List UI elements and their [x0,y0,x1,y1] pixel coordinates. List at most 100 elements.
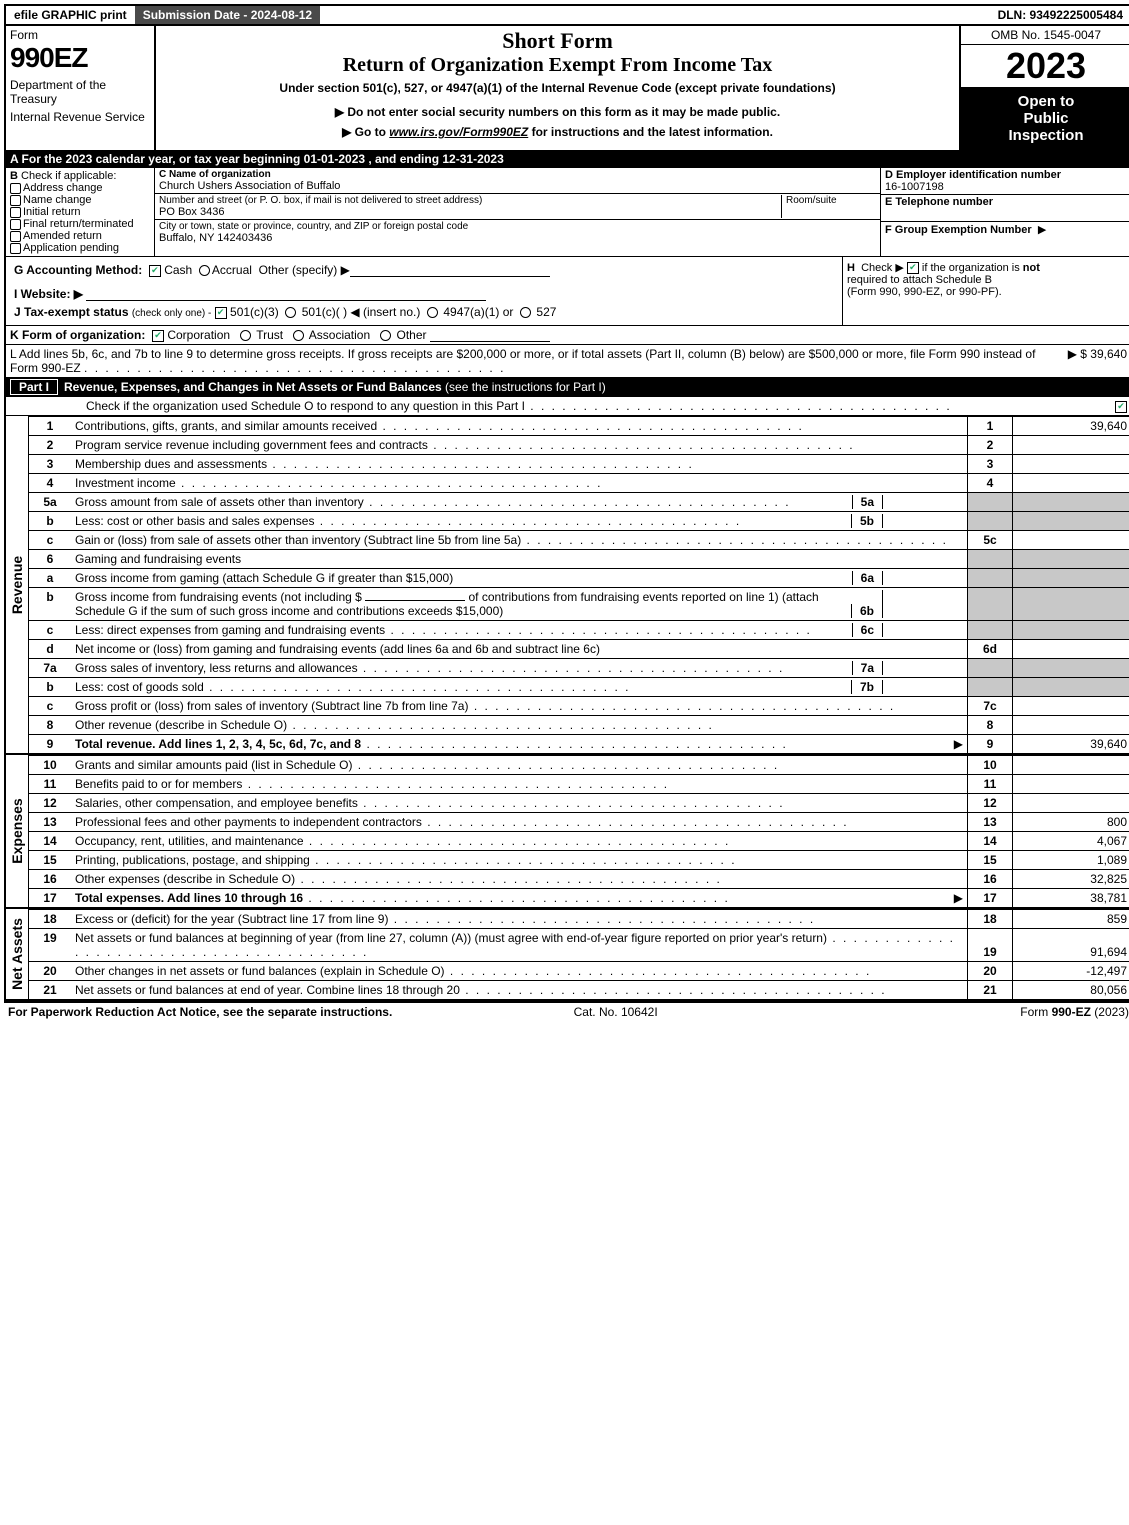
k-o2: Trust [256,328,283,342]
l6b-numcol [968,588,1013,621]
k-other-line[interactable] [430,329,550,342]
checkbox-app-pending[interactable] [10,243,21,254]
l5c-amt [1013,531,1129,550]
l6b-d1: Gross income from fundraising events (no… [75,590,362,604]
checkbox-initial-return[interactable] [10,207,21,218]
opt-pending: Application pending [23,242,119,254]
checkbox-h[interactable]: ✔ [907,262,919,274]
l16-desc: Other expenses (describe in Schedule O) [75,872,295,886]
l5b-sub: 5b [851,514,882,528]
l15-desc: Printing, publications, postage, and shi… [75,853,310,867]
f-lbl: F Group Exemption Number [885,224,1032,236]
line-4: 4Investment income4 [29,474,1129,493]
line-5a: 5aGross amount from sale of assets other… [29,493,1129,512]
line-6: 6Gaming and fundraising events [29,550,1129,569]
city-val: Buffalo, NY 142403436 [159,232,876,244]
l6c-numcol [968,621,1013,640]
form-body: Form 990EZ Department of the Treasury In… [4,26,1129,1001]
l8-desc: Other revenue (describe in Schedule O) [75,718,287,732]
j-o2: 501(c)( ) [302,305,347,319]
checkbox-address-change[interactable] [10,183,21,194]
l11-desc: Benefits paid to or for members [75,777,242,791]
l14-desc: Occupancy, rent, utilities, and maintena… [75,834,304,848]
l9-amt: 39,640 [1013,735,1129,754]
line-3: 3Membership dues and assessments3 [29,455,1129,474]
j-o1: 501(c)(3) [230,305,279,319]
open-inspection: Open to Public Inspection [961,87,1129,150]
row-g-h: G Accounting Method: ✔ Cash Accrual Othe… [6,256,1129,325]
line-5b: bLess: cost or other basis and sales exp… [29,512,1129,531]
part1-title: Revenue, Expenses, and Changes in Net As… [64,380,442,394]
opt-name: Name change [23,194,92,206]
d-block: D Employer identification number 16-1007… [881,168,1129,195]
street-lbl: Number and street (or P. O. box, if mail… [159,195,781,206]
l7b-subamt [882,680,963,694]
line-13: 13Professional fees and other payments t… [29,813,1129,832]
l21-desc: Net assets or fund balances at end of ye… [75,983,460,997]
city-block: City or town, state or province, country… [155,220,880,245]
part1-checkline: Check if the organization used Schedule … [86,399,525,413]
checkbox-501c3[interactable]: ✔ [215,307,227,319]
e-lbl: E Telephone number [885,196,993,208]
checkbox-amended-return[interactable] [10,231,21,242]
radio-accrual[interactable] [199,265,210,276]
l13-desc: Professional fees and other payments to … [75,815,422,829]
l18-amt: 859 [1013,910,1129,929]
h-not: not [1023,262,1040,274]
l19-desc: Net assets or fund balances at beginning… [75,931,827,945]
l15-amt: 1,089 [1013,851,1129,870]
goto-line: ▶ Go to www.irs.gov/Form990EZ for instru… [162,125,953,139]
open-2: Public [963,110,1129,127]
revenue-table: 1Contributions, gifts, grants, and simil… [29,416,1129,753]
checkbox-name-change[interactable] [10,195,21,206]
l4-amt [1013,474,1129,493]
l17-amt: 38,781 [1013,889,1129,908]
line-7c: cGross profit or (loss) from sales of in… [29,697,1129,716]
d-val: 16-1007198 [885,181,944,193]
radio-assoc[interactable] [293,330,304,341]
line-7a: 7aGross sales of inventory, less returns… [29,659,1129,678]
g-other-line[interactable] [350,264,550,277]
l2-desc: Program service revenue including govern… [75,438,428,452]
dept-treasury: Department of the Treasury [10,78,150,106]
g-label: G Accounting Method: [14,263,142,277]
l7a-amt [1013,659,1129,678]
h-block: H Check ▶ ✔ if the organization is not r… [842,257,1129,325]
l6b-blank[interactable] [365,600,465,601]
radio-trust[interactable] [240,330,251,341]
l6c-subamt [882,623,963,637]
line-6b: b Gross income from fundraising events (… [29,588,1129,621]
checkbox-final-return[interactable] [10,219,21,230]
sidebar-expenses-label: Expenses [9,798,25,863]
part1-bar: Part I Revenue, Expenses, and Changes in… [6,377,1129,397]
l17-desc: Total expenses. Add lines 10 through 16 [75,891,303,905]
l6d-amt [1013,640,1129,659]
website-line[interactable] [86,288,486,301]
i-label: I Website: ▶ [14,287,83,301]
street-val: PO Box 3436 [159,206,781,218]
radio-4947[interactable] [427,307,438,318]
l6-numcol [968,550,1013,569]
radio-527[interactable] [520,307,531,318]
h-label: H [847,262,855,274]
open-3: Inspection [963,127,1129,144]
l6a-subamt [882,571,963,585]
goto-link[interactable]: www.irs.gov/Form990EZ [389,125,528,139]
checkbox-schedule-o[interactable]: ✔ [1115,401,1127,413]
radio-501c[interactable] [285,307,296,318]
l5b-subamt [882,514,963,528]
return-title: Return of Organization Exempt From Incom… [162,54,953,77]
submission-date: Submission Date - 2024-08-12 [135,6,320,24]
line-9: 9Total revenue. Add lines 1, 2, 3, 4, 5c… [29,735,1129,754]
footer-right-suf: (2023) [1091,1005,1129,1019]
line-6a: aGross income from gaming (attach Schedu… [29,569,1129,588]
radio-other[interactable] [380,330,391,341]
sidebar-revenue-label: Revenue [9,555,25,613]
line-18: 18Excess or (deficit) for the year (Subt… [29,910,1129,929]
l5a-numcol [968,493,1013,512]
h-t1: Check ▶ [861,262,904,274]
checkbox-cash[interactable]: ✔ [149,265,161,277]
checkbox-corp[interactable]: ✔ [152,330,164,342]
row-l: L Add lines 5b, 6c, and 7b to line 9 to … [6,344,1129,377]
dept-irs: Internal Revenue Service [10,110,150,124]
